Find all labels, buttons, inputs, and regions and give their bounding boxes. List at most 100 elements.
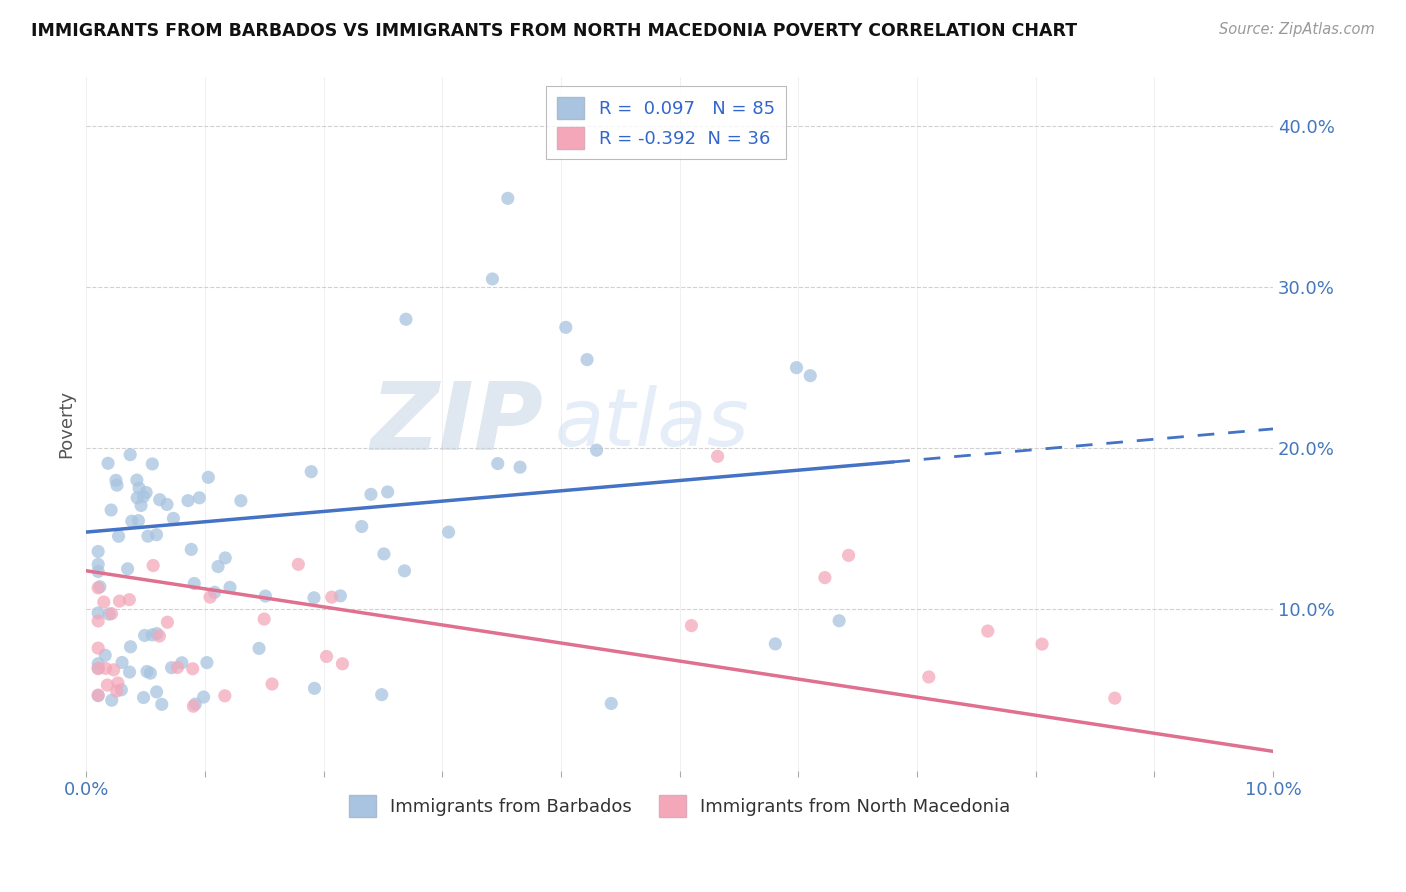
- Point: [177, 493, 200, 508]
- Point: [204, 585, 226, 599]
- Point: [139, 666, 162, 681]
- Point: [193, 690, 215, 704]
- Point: [127, 491, 149, 505]
- Point: [1031, 637, 1053, 651]
- Point: [509, 460, 531, 475]
- Point: [94, 648, 117, 663]
- Point: [141, 628, 163, 642]
- Point: [160, 660, 183, 674]
- Point: [87, 565, 110, 579]
- Point: [87, 661, 110, 675]
- Point: [247, 641, 270, 656]
- Point: [100, 607, 122, 621]
- Point: [287, 558, 309, 572]
- Point: [87, 606, 110, 620]
- Point: [87, 544, 110, 558]
- Point: [486, 457, 509, 471]
- Point: [142, 558, 165, 573]
- Text: atlas: atlas: [555, 385, 749, 463]
- Point: [302, 591, 325, 605]
- Point: [260, 677, 283, 691]
- Point: [125, 473, 148, 487]
- Point: [170, 656, 193, 670]
- Point: [132, 490, 155, 504]
- Point: [87, 614, 110, 628]
- Point: [299, 465, 322, 479]
- Point: [184, 697, 207, 711]
- Point: [229, 493, 252, 508]
- Point: [93, 595, 115, 609]
- Point: [135, 485, 157, 500]
- Point: [253, 612, 276, 626]
- Point: [195, 656, 218, 670]
- Point: [120, 448, 142, 462]
- Point: [145, 685, 167, 699]
- Point: [214, 550, 236, 565]
- Point: [977, 624, 1000, 638]
- Point: [585, 443, 607, 458]
- Point: [918, 670, 941, 684]
- Point: [145, 527, 167, 541]
- Point: [97, 456, 120, 470]
- Point: [183, 699, 205, 714]
- Point: [377, 484, 399, 499]
- Point: [828, 614, 851, 628]
- Point: [315, 649, 337, 664]
- Point: [87, 688, 110, 702]
- Point: [180, 542, 202, 557]
- Legend: Immigrants from Barbados, Immigrants from North Macedonia: Immigrants from Barbados, Immigrants fro…: [342, 788, 1018, 824]
- Point: [576, 352, 599, 367]
- Point: [814, 571, 837, 585]
- Point: [148, 629, 170, 643]
- Point: [96, 678, 118, 692]
- Point: [329, 589, 352, 603]
- Point: [706, 450, 728, 464]
- Point: [183, 576, 205, 591]
- Point: [120, 640, 142, 654]
- Point: [105, 684, 128, 698]
- Y-axis label: Poverty: Poverty: [58, 390, 75, 458]
- Point: [321, 590, 343, 604]
- Point: [554, 320, 576, 334]
- Point: [87, 689, 110, 703]
- Point: [394, 564, 416, 578]
- Point: [127, 514, 149, 528]
- Point: [104, 473, 127, 487]
- Point: [134, 628, 156, 642]
- Point: [838, 549, 860, 563]
- Point: [370, 688, 392, 702]
- Text: ZIP: ZIP: [370, 378, 543, 470]
- Point: [162, 511, 184, 525]
- Point: [763, 637, 786, 651]
- Point: [197, 470, 219, 484]
- Point: [118, 592, 141, 607]
- Point: [100, 693, 122, 707]
- Point: [103, 663, 125, 677]
- Point: [107, 676, 129, 690]
- Point: [1104, 691, 1126, 706]
- Point: [360, 487, 382, 501]
- Point: [146, 626, 169, 640]
- Point: [105, 478, 128, 492]
- Point: [111, 656, 134, 670]
- Point: [136, 665, 159, 679]
- Point: [129, 499, 152, 513]
- Point: [304, 681, 326, 696]
- Point: [681, 618, 703, 632]
- Point: [437, 525, 460, 540]
- Point: [181, 662, 204, 676]
- Point: [481, 272, 503, 286]
- Point: [132, 690, 155, 705]
- Point: [188, 491, 211, 505]
- Point: [156, 615, 179, 630]
- Point: [87, 558, 110, 572]
- Point: [108, 594, 131, 608]
- Point: [207, 559, 229, 574]
- Point: [156, 497, 179, 511]
- Point: [785, 360, 807, 375]
- Point: [496, 191, 519, 205]
- Point: [166, 660, 188, 674]
- Point: [350, 519, 373, 533]
- Point: [136, 529, 159, 543]
- Point: [149, 492, 172, 507]
